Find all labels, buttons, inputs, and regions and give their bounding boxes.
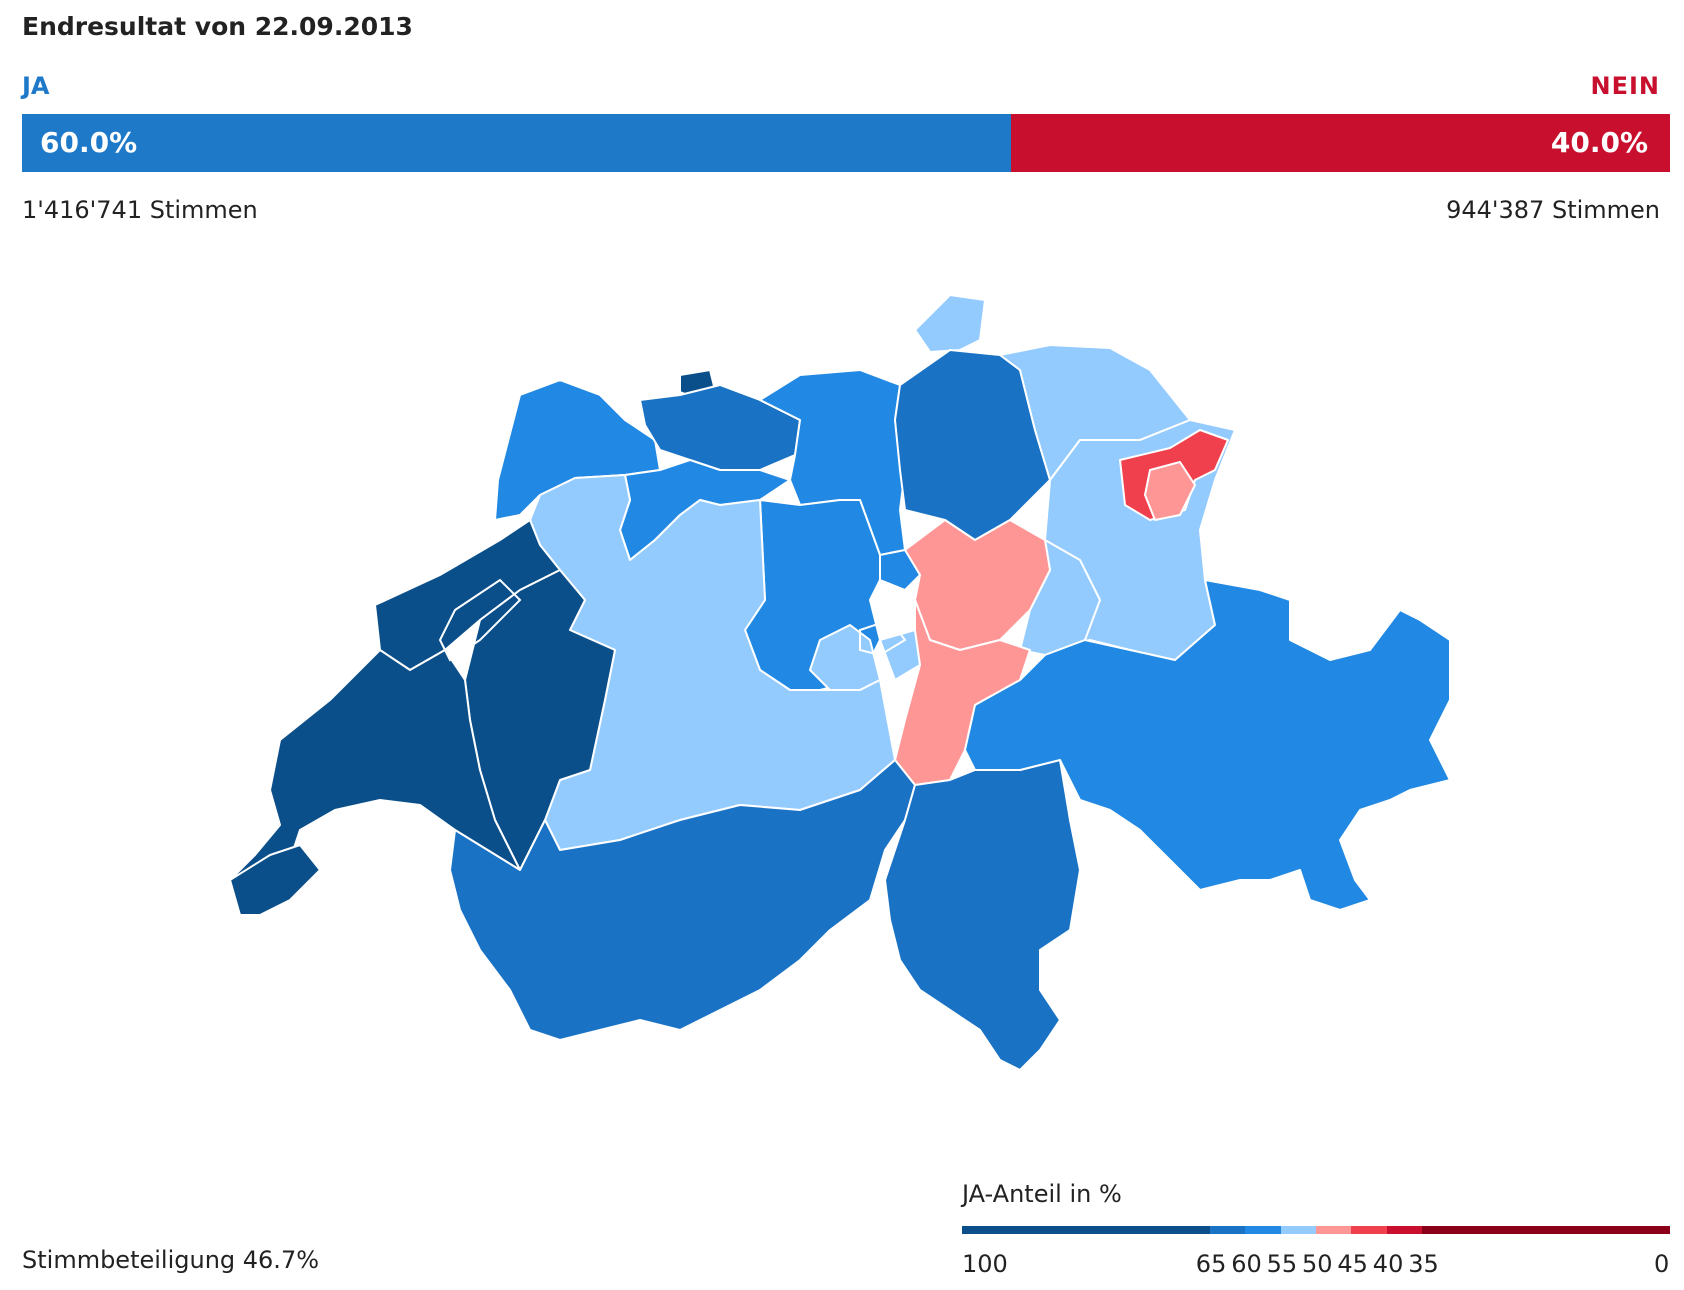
legend-tick-label: 35: [1408, 1250, 1439, 1278]
lake-vierwaldstaettersee: [859, 618, 907, 657]
canton-vd[interactable]: [229, 649, 521, 911]
legend-color-scale: [962, 1226, 1670, 1234]
legend-tick-label: 50: [1302, 1250, 1333, 1278]
canton-bl[interactable]: [639, 384, 801, 471]
legend-tick-label: 0: [1654, 1250, 1670, 1278]
nein-votes: 944'387 Stimmen: [1446, 196, 1660, 224]
ja-votes: 1'416'741 Stimmen: [22, 196, 258, 224]
canton-ai[interactable]: [1144, 461, 1196, 521]
legend-tick-label: 55: [1266, 1250, 1298, 1278]
legend-segment: [1422, 1226, 1670, 1234]
canton-nw[interactable]: [879, 629, 921, 681]
result-bar: 60.0% 40.0%: [22, 114, 1670, 172]
ja-label: JA: [22, 72, 50, 100]
legend-title: JA-Anteil in %: [962, 1180, 1122, 1208]
lake-neuchatel: [438, 578, 522, 662]
legend-tick-label: 60: [1231, 1250, 1262, 1278]
legend-tick-label: 40: [1372, 1250, 1404, 1278]
legend-tick-label: 45: [1337, 1250, 1368, 1278]
legend-segment: [1280, 1226, 1316, 1234]
ja-percent: 60.0%: [40, 126, 138, 159]
legend-tick-label: 65: [1195, 1250, 1227, 1278]
nein-label: NEIN: [1590, 72, 1660, 100]
nein-percent: 40.0%: [1550, 126, 1648, 159]
legend-segment: [962, 1226, 1210, 1234]
legend-segment: [1351, 1226, 1387, 1234]
canton-sh[interactable]: [914, 294, 986, 353]
canton-vs[interactable]: [449, 759, 916, 1041]
page-title: Endresultat von 22.09.2013: [22, 12, 413, 41]
canton-ti[interactable]: [884, 759, 1081, 1071]
canton-gr[interactable]: [964, 579, 1451, 911]
legend-segment: [1386, 1226, 1423, 1234]
legend-segment: [1209, 1226, 1246, 1234]
canton-ge[interactable]: [229, 844, 321, 916]
legend-tick-label: 100: [962, 1250, 1008, 1278]
ja-bar-segment: 60.0%: [22, 114, 1011, 172]
legend-segment: [1245, 1226, 1281, 1234]
legend-segment: [1315, 1226, 1352, 1234]
turnout: Stimmbeteiligung 46.7%: [22, 1246, 320, 1274]
nein-bar-segment: 40.0%: [1010, 114, 1670, 172]
switzerland-canton-map: [229, 294, 1451, 1071]
